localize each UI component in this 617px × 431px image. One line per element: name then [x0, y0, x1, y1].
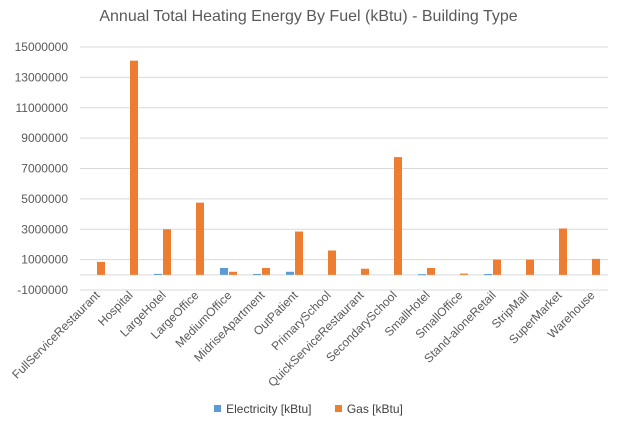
x-tick-label: FullServiceRestaurant — [9, 288, 103, 382]
y-tick-label: 11000000 — [16, 101, 69, 115]
x-axis-tick-labels: FullServiceRestaurantHospitalLargeHotelL… — [9, 288, 598, 390]
y-tick-label: 1000000 — [21, 253, 68, 267]
bar-gas — [196, 202, 204, 275]
bar-gas — [97, 261, 105, 275]
legend-item-electricity: Electricity [kBtu] — [214, 402, 311, 416]
bar-gas — [328, 250, 336, 275]
bar-electricity — [253, 274, 261, 276]
y-tick-label: 9000000 — [21, 131, 68, 145]
bar-gas — [460, 273, 468, 275]
bar-gas — [361, 268, 369, 275]
bar-electricity — [418, 274, 426, 276]
bar-gas — [427, 267, 435, 275]
y-tick-label: 15000000 — [15, 40, 69, 54]
bar-gas — [493, 259, 501, 275]
legend-label-gas: Gas [kBtu] — [346, 402, 403, 416]
bar-gas — [559, 228, 567, 275]
legend-swatch-electricity — [214, 405, 222, 412]
bar-electricity — [154, 273, 162, 275]
bar-gas — [526, 259, 534, 275]
legend-label-electricity: Electricity [kBtu] — [226, 402, 312, 416]
bar-electricity — [220, 267, 228, 275]
bar-gas — [394, 157, 402, 275]
y-axis-tick-labels: -1000000 1000000 3000000 5000000 7000000 9000… — [15, 40, 69, 297]
bar-gas — [229, 271, 237, 275]
gridlines — [80, 46, 608, 291]
bar-electricity — [484, 274, 492, 276]
bars — [97, 60, 600, 276]
legend-item-gas: Gas [kBtu] — [334, 402, 403, 416]
legend-swatch-gas — [334, 405, 342, 412]
bar-gas — [262, 267, 270, 275]
y-tick-label: 7000000 — [21, 162, 68, 176]
y-tick-label: 13000000 — [15, 70, 69, 84]
y-tick-label: 5000000 — [21, 192, 68, 206]
chart-title: Annual Total Heating Energy By Fuel (kBt… — [99, 8, 518, 25]
legend: Electricity [kBtu] Gas [kBtu] — [0, 402, 617, 416]
bar-gas — [295, 231, 303, 275]
bar-gas — [592, 258, 600, 275]
bar-electricity — [286, 271, 294, 275]
bar-gas — [130, 60, 138, 275]
y-tick-label: 3000000 — [21, 222, 68, 236]
bar-gas — [163, 229, 171, 275]
y-tick-label: -1000000 — [17, 283, 68, 297]
